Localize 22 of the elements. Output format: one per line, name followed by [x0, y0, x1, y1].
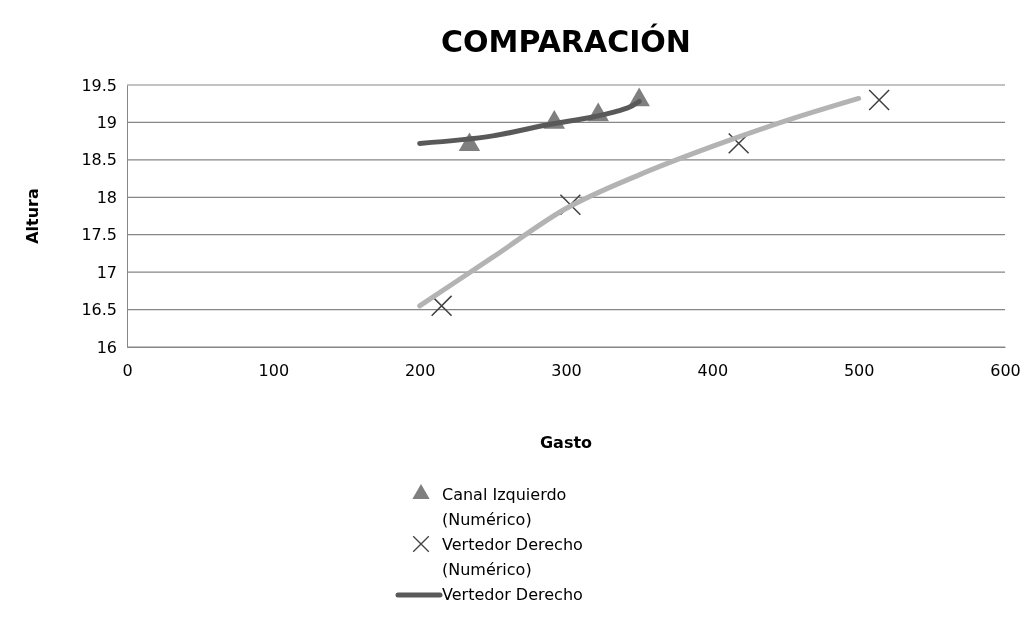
y-tick-label: 16.5	[81, 300, 117, 320]
y-tick-label: 18	[96, 187, 117, 207]
y-tick-label: 18.5	[81, 150, 117, 170]
chart-title: COMPARACIÓN	[441, 23, 691, 59]
x-axis-title: Gasto	[539, 433, 593, 452]
x-tick-label: 200	[404, 361, 436, 381]
y-axis-title: Altura	[23, 188, 42, 244]
y-tick-label: 17	[96, 262, 117, 282]
legend-label: Canal Izquierdo (Numérico)	[442, 485, 567, 529]
x-tick-label: 300	[551, 361, 582, 381]
legend-label: Vertedor Derecho (Numérico)	[442, 535, 583, 579]
x-tick-label: 0	[122, 361, 133, 381]
x-tick-label: 100	[258, 361, 290, 381]
x-tick-label: 600	[990, 361, 1021, 381]
x-tick-label: 400	[697, 361, 729, 381]
y-tick-label: 19.5	[81, 75, 117, 95]
y-tick-label: 16	[96, 337, 117, 357]
legend-label: Vertedor Derecho	[442, 585, 583, 604]
x-tick-label: 500	[843, 361, 875, 381]
y-tick-label: 17.5	[81, 225, 117, 245]
y-tick-label: 19	[96, 113, 117, 133]
point	[430, 295, 453, 317]
